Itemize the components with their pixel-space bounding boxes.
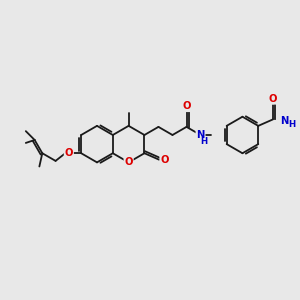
Text: O: O [269, 94, 277, 104]
Text: N: N [196, 130, 205, 140]
Text: O: O [160, 155, 169, 165]
Text: O: O [124, 158, 133, 167]
Text: O: O [182, 101, 191, 111]
Text: H: H [289, 120, 296, 129]
Text: N: N [280, 116, 288, 126]
Text: O: O [64, 148, 73, 158]
Text: H: H [200, 137, 207, 146]
